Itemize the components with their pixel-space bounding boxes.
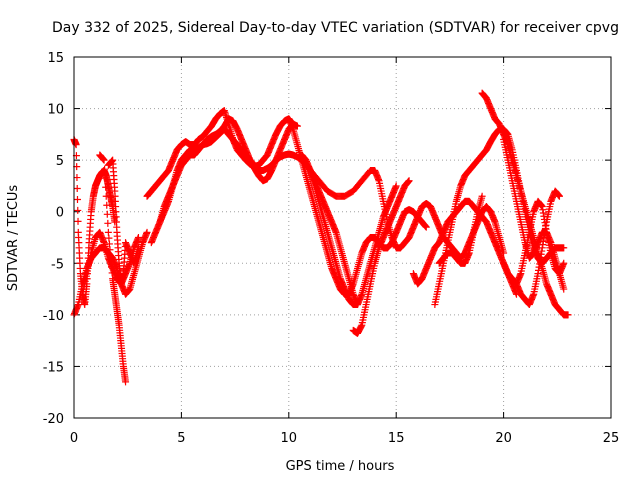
y-tick-label: 0 [56, 206, 64, 221]
data-point [555, 192, 563, 200]
data-point [73, 185, 81, 193]
series-arc-15 [435, 192, 486, 267]
y-tick-label: 5 [56, 154, 64, 169]
data-point [103, 210, 111, 218]
data-point [73, 174, 81, 182]
data-point [102, 183, 110, 191]
data-point [101, 165, 109, 173]
y-tick-label: 15 [47, 51, 64, 66]
y-tick-label: -15 [43, 360, 64, 375]
series-arc-12 [349, 177, 413, 337]
y-tick-label: -20 [43, 412, 64, 427]
data-point [422, 223, 430, 231]
data-point [143, 228, 151, 236]
data-points [70, 89, 572, 386]
series-arc-9 [285, 115, 430, 298]
data-point [560, 285, 568, 293]
series-arc-7 [147, 115, 301, 247]
chart-title: Day 332 of 2025, Sidereal Day-to-day VTE… [52, 20, 619, 36]
data-point [478, 192, 486, 200]
data-point [101, 174, 109, 182]
data-point [122, 378, 130, 386]
data-point [560, 244, 568, 252]
series-arc-5 [104, 156, 142, 288]
series-arc-8 [156, 125, 362, 309]
data-point [392, 182, 400, 190]
data-point [103, 201, 111, 209]
data-point [405, 177, 413, 185]
data-point [134, 244, 142, 252]
plot-frame [73, 56, 612, 419]
data-point [134, 234, 142, 241]
x-tick-labels: 0 5 10 15 20 25 [70, 431, 619, 446]
data-point [100, 156, 108, 164]
x-tick-label: 0 [70, 431, 78, 446]
y-tick-label: -5 [51, 257, 64, 272]
data-point [104, 219, 112, 227]
x-tick-label: 10 [281, 431, 298, 446]
x-tick-label: 20 [495, 431, 512, 446]
data-point [74, 206, 82, 214]
x-tick-label: 5 [177, 431, 185, 446]
x-tick-label: 25 [603, 431, 620, 446]
series-arc-19 [500, 197, 568, 288]
data-point [560, 259, 568, 267]
data-point [102, 192, 110, 200]
y-axis-label: SDTVAR / TECUs [6, 185, 21, 292]
data-point [74, 217, 82, 225]
data-point [564, 311, 572, 319]
y-tick-labels: 15 10 5 0 -5 -10 -15 -20 [43, 51, 64, 427]
data-point [73, 195, 81, 203]
series-arc-4 [96, 151, 130, 386]
series-arc-6 [143, 107, 297, 200]
series-arc-16 [478, 89, 572, 319]
y-tick-label: -10 [43, 309, 64, 324]
x-axis-label: GPS time / hours [286, 459, 395, 474]
y-tick-label: 10 [47, 103, 64, 118]
x-tick-label: 15 [388, 431, 405, 446]
